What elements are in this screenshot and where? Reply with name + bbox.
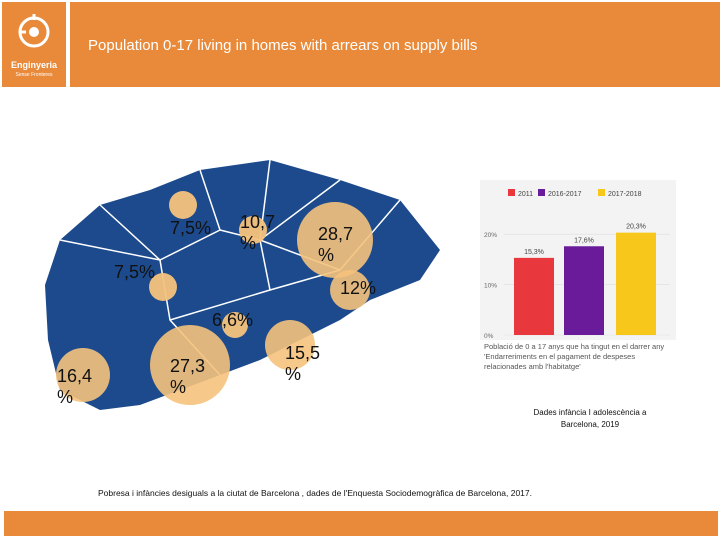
bar-value-label: 20,3% [626,224,646,231]
legend-label: 2011 [518,191,533,198]
bubble-12 [330,270,370,310]
inset-bar-chart: 2011 2016-2017 2017-2018 0% 10% 20% 15,3% 17,… [480,180,676,386]
barcelona-map [45,159,440,410]
bar-value-label: 17,6% [574,237,594,244]
chart-caption: Població de 0 a 17 anys que ha tingut en… [484,342,665,371]
map-label: 12% [340,278,377,298]
sun-logo-icon [18,14,50,48]
legend-label: 2016-2017 [548,191,582,198]
footer-bar [4,511,718,536]
logo-subtitle: Sense Fronteres [15,72,53,78]
bar-value-label: 15,3% [524,249,544,256]
map-label: 6,6% [212,310,254,330]
title-bar: Population 0-17 living in homes with arr… [70,2,720,87]
map-label: 16,4 % [57,366,93,407]
logo: Enginyeria Sense Fronteres [2,2,66,87]
chart-bars [514,232,656,335]
header: Enginyeria Sense Fronteres Population 0-… [0,0,720,90]
y-tick-label: 0% [484,333,494,340]
bubble-27-3 [150,325,230,405]
legend-swatch [508,189,515,196]
map-label: 27,3 % [170,356,206,397]
bubble-10-7 [239,216,267,244]
map-label: 7,5% [114,262,156,282]
map-label: 10,7 % [240,212,276,253]
caption-box [480,340,676,386]
bar-2017-2018 [616,232,656,335]
bubble-7-5-a [169,191,197,219]
map-label: 7,5% [170,218,212,238]
bar-2011 [514,257,554,335]
chart-legend: 2011 2016-2017 2017-2018 [508,189,642,198]
chart-value-labels: 15,3% 17,6% 20,3% [524,224,646,256]
legend-label: 2017-2018 [608,191,642,198]
y-tick-label: 10% [484,283,497,290]
inset-source: Dades infància I adolescència a Barcelon… [533,408,647,429]
page-title: Population 0-17 living in homes with arr… [88,37,478,54]
chart-caption-wrap: Població de 0 a 17 anys que ha tingut en… [484,342,665,371]
bubble-15-5 [265,320,315,370]
footer-source: Pobresa i infàncies desiguals a la ciuta… [98,488,532,498]
bubble-16-4 [56,348,110,402]
legend-swatch [538,189,545,196]
y-tick-label: 20% [484,232,497,239]
bubble-7-5-b [149,273,177,301]
logo-name: Enginyeria [10,60,57,70]
map-label: 15,5 % [285,343,321,384]
bar-2016-2017 [564,246,604,335]
bubble-28-7 [297,202,373,278]
legend-swatch [598,189,605,196]
bubble-6-6 [222,312,248,338]
map-label: 28,7 % [318,224,354,265]
